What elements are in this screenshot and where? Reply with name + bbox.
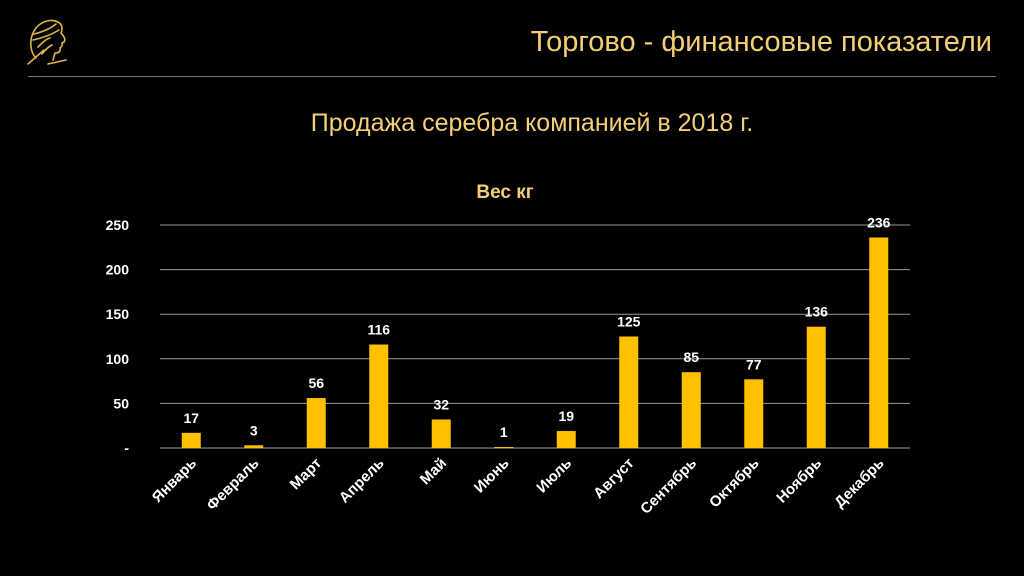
bar	[556, 431, 576, 448]
chart-subtitle: Продажа серебра компанией в 2018 г.	[310, 109, 754, 137]
bar	[806, 326, 826, 448]
data-label: 1	[500, 424, 508, 440]
x-tick-label: Июнь	[471, 455, 513, 497]
bar	[681, 372, 701, 448]
data-label: 116	[367, 322, 390, 338]
y-tick-label: -	[124, 440, 129, 456]
data-label: 19	[558, 408, 574, 424]
x-tick-label: Июль	[533, 455, 575, 497]
x-tick-label: Март	[287, 455, 325, 493]
x-tick-label: Август	[590, 455, 637, 502]
data-label: 32	[433, 396, 449, 412]
logo-icon	[27, 19, 67, 65]
x-tick-label: Февраль	[203, 455, 262, 514]
bar	[494, 447, 514, 448]
data-label: 17	[183, 410, 199, 426]
x-tick-label: Апрель	[336, 455, 388, 507]
bar	[869, 237, 889, 448]
data-label: 3	[250, 422, 258, 438]
x-tick-label: Январь	[149, 455, 200, 506]
data-label: 77	[746, 356, 762, 372]
x-tick-label: Май	[417, 455, 450, 488]
data-label: 85	[683, 349, 699, 365]
data-label: 56	[308, 375, 324, 391]
data-label: 136	[805, 304, 829, 320]
x-tick-label: Октябрь	[706, 455, 763, 512]
data-label: 125	[617, 314, 641, 330]
bar	[306, 398, 326, 448]
data-label: 236	[867, 214, 891, 230]
bar	[619, 336, 639, 448]
x-tick-label: Декабрь	[831, 455, 887, 511]
x-tick-label: Ноябрь	[773, 455, 825, 507]
y-tick-label: 250	[106, 217, 130, 233]
bar	[369, 344, 389, 448]
y-tick-label: 200	[106, 262, 130, 278]
bar	[431, 419, 451, 448]
y-tick-label: 100	[106, 351, 130, 367]
y-tick-label: 50	[113, 395, 129, 411]
page-title: Торгово - финансовые показатели	[530, 26, 992, 58]
y-tick-label: 150	[106, 306, 130, 322]
bar	[181, 432, 201, 448]
title-divider	[28, 76, 996, 77]
x-tick-label: Сентябрь	[637, 455, 700, 518]
bar	[744, 379, 764, 448]
chart-title: Вес кг	[476, 182, 533, 203]
bar	[244, 445, 264, 448]
